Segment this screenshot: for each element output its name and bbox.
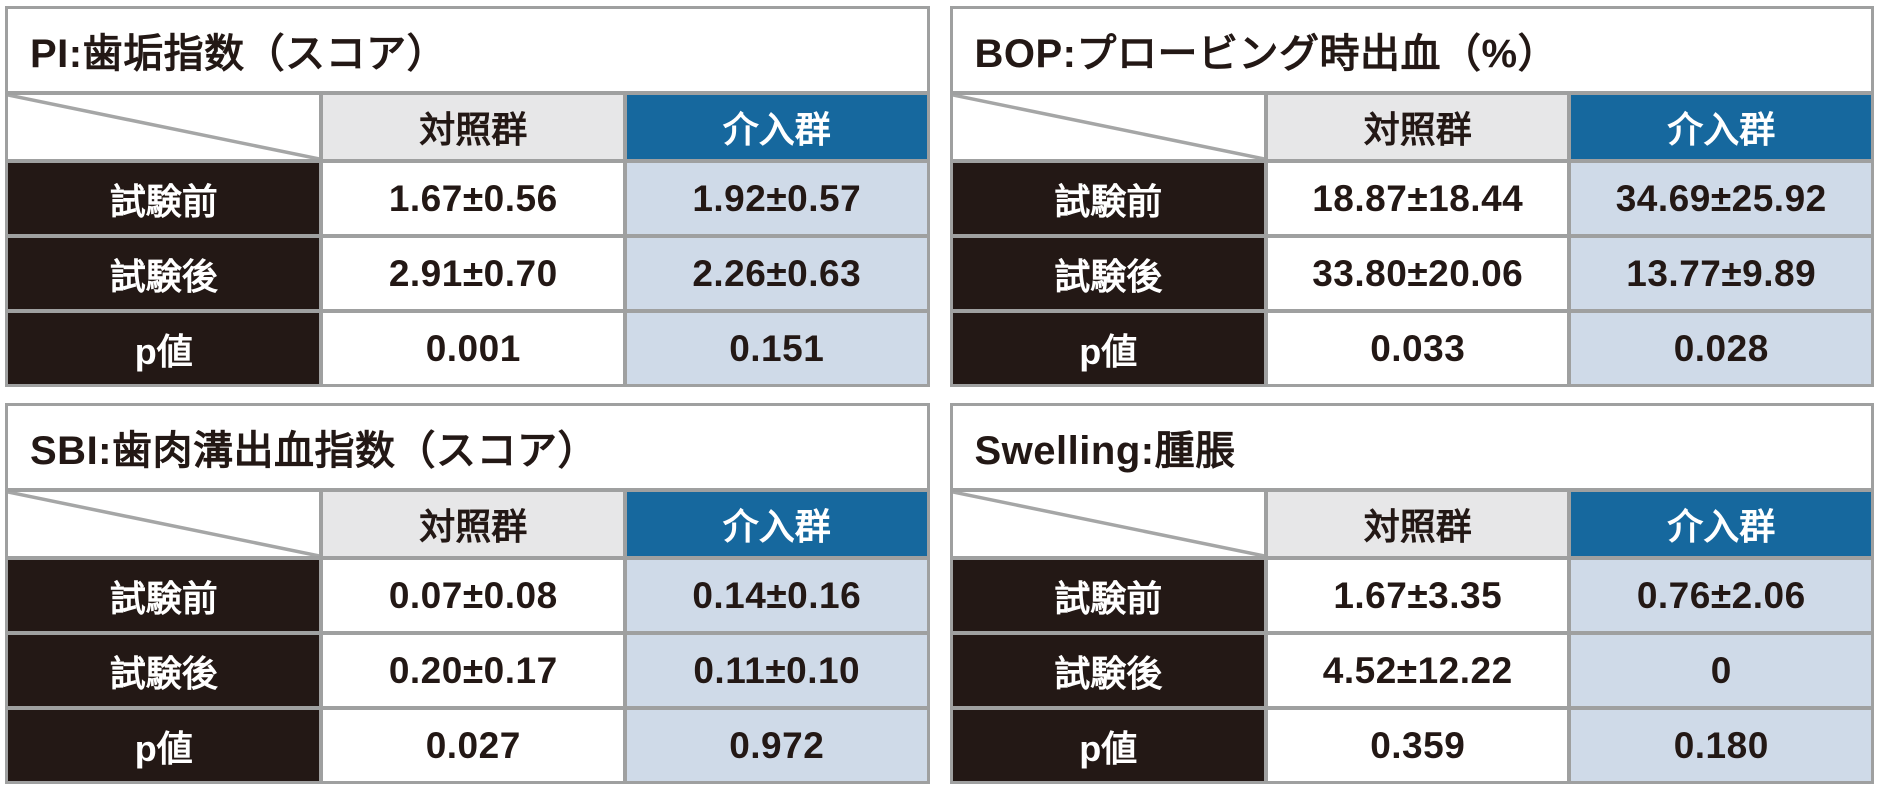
column-header-control: 対照群	[1267, 492, 1568, 556]
table-title: Swelling:腫脹	[952, 406, 1871, 488]
corner-cell	[952, 95, 1264, 159]
row-header-after: 試験後	[952, 238, 1264, 309]
row-header-before: 試験前	[8, 163, 320, 234]
row-header-before: 試験前	[952, 163, 1264, 234]
column-header-control: 対照群	[323, 492, 623, 556]
column-header-intervention: 介入群	[626, 95, 927, 159]
value-after-intervention: 13.77±9.89	[1571, 238, 1871, 309]
value-after-control: 2.91±0.70	[323, 238, 623, 309]
value-after-control: 4.52±12.22	[1267, 635, 1568, 706]
corner-cell	[8, 492, 320, 556]
column-header-intervention: 介入群	[626, 492, 927, 556]
column-header-control: 対照群	[1267, 95, 1568, 159]
row-header-after: 試験後	[8, 238, 320, 309]
value-before-control: 0.07±0.08	[323, 560, 623, 631]
table-sbi: SBI:歯肉溝出血指数（スコア） 対照群 介入群 試験前 0.07±0.08 0…	[5, 403, 930, 784]
row-header-pvalue: p値	[8, 313, 320, 384]
diagonal-line	[8, 95, 319, 159]
value-after-intervention: 2.26±0.63	[626, 238, 927, 309]
row-header-pvalue: p値	[8, 710, 320, 781]
value-after-intervention: 0	[1571, 635, 1871, 706]
value-pvalue-intervention: 0.028	[1571, 313, 1871, 384]
value-after-control: 0.20±0.17	[323, 635, 623, 706]
value-before-intervention: 0.14±0.16	[626, 560, 927, 631]
value-pvalue-intervention: 0.151	[626, 313, 927, 384]
value-after-control: 33.80±20.06	[1267, 238, 1568, 309]
value-pvalue-control: 0.027	[323, 710, 623, 781]
row-header-pvalue: p値	[952, 313, 1264, 384]
value-before-control: 1.67±3.35	[1267, 560, 1568, 631]
column-header-control: 対照群	[323, 95, 623, 159]
table-swelling: Swelling:腫脹 対照群 介入群 試験前 1.67±3.35 0.76±2…	[949, 403, 1874, 784]
table-pi: PI:歯垢指数（スコア） 対照群 介入群 試験前 1.67±0.56 1.92±…	[5, 6, 930, 387]
column-header-intervention: 介入群	[1571, 95, 1871, 159]
table-title: SBI:歯肉溝出血指数（スコア）	[8, 406, 927, 488]
diagonal-line	[953, 492, 1264, 556]
value-after-intervention: 0.11±0.10	[626, 635, 927, 706]
table-bop: BOP:プロービング時出血（%） 対照群 介入群 試験前 18.87±18.44…	[949, 6, 1874, 387]
row-header-after: 試験後	[952, 635, 1264, 706]
value-pvalue-control: 0.033	[1267, 313, 1568, 384]
value-before-intervention: 0.76±2.06	[1571, 560, 1871, 631]
value-before-intervention: 1.92±0.57	[626, 163, 927, 234]
value-before-control: 18.87±18.44	[1267, 163, 1568, 234]
diagonal-line	[8, 492, 319, 556]
corner-cell	[952, 492, 1264, 556]
row-header-before: 試験前	[8, 560, 320, 631]
diagonal-line	[953, 95, 1264, 159]
value-pvalue-control: 0.359	[1267, 710, 1568, 781]
table-title: PI:歯垢指数（スコア）	[8, 9, 927, 91]
value-pvalue-intervention: 0.180	[1571, 710, 1871, 781]
table-title: BOP:プロービング時出血（%）	[952, 9, 1871, 91]
row-header-pvalue: p値	[952, 710, 1264, 781]
value-before-control: 1.67±0.56	[323, 163, 623, 234]
value-pvalue-intervention: 0.972	[626, 710, 927, 781]
row-header-before: 試験前	[952, 560, 1264, 631]
value-before-intervention: 34.69±25.92	[1571, 163, 1871, 234]
row-header-after: 試験後	[8, 635, 320, 706]
corner-cell	[8, 95, 320, 159]
value-pvalue-control: 0.001	[323, 313, 623, 384]
column-header-intervention: 介入群	[1571, 492, 1871, 556]
